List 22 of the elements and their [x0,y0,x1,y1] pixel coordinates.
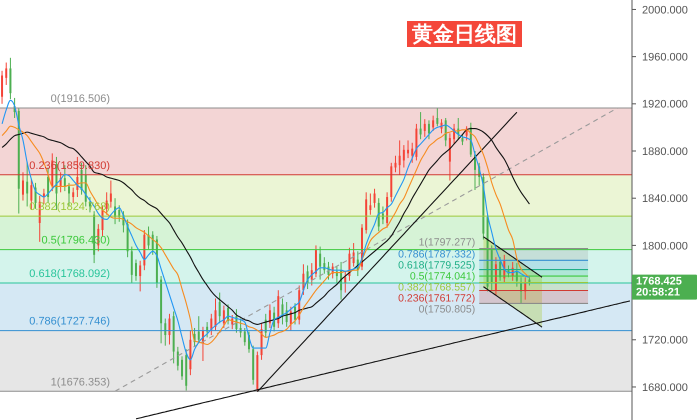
ref-line-label: 0.786(1727.746) [29,316,110,328]
y-tick-label: 1840.000 [642,193,688,206]
series-label: 0.382(1768.557) [398,281,476,294]
ref-line-label: 0.618(1768.092) [29,268,110,280]
series-label: 0.236(1761.772) [398,292,476,304]
series-label: 1(1797.277) [418,236,476,249]
y-tick-label: 1720.000 [642,334,688,347]
y-tick-label: 1800.000 [642,240,688,252]
y-tick-label: 1880.000 [642,146,688,158]
y-tick-label: 1920.000 [642,98,688,111]
text: 1768.425 [636,276,682,288]
text: 20:58:21 [636,286,680,299]
y-tick-label: 2000.000 [642,4,688,16]
ref-line-label: 1(1676.353) [50,376,110,388]
series-label: 0(1750.805) [418,303,476,316]
y-tick-label: 1960.000 [642,52,688,64]
y-tick-label: 1680.000 [642,382,688,394]
series-label: 0.618(1779.525) [398,259,476,272]
series-label: 0.786(1787.332) [398,248,476,260]
text: 黄金日线图 [407,21,522,47]
series-label: 0.5(1774.041) [410,270,476,282]
ref-line-label: 0(1916.506) [50,92,110,105]
